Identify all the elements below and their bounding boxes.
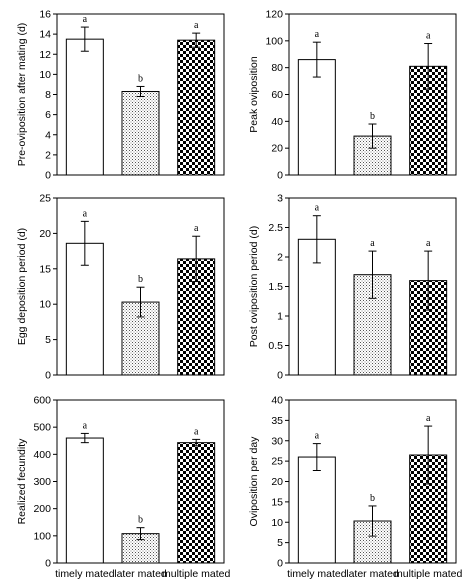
chart-panel-5: 0 100 200 300 400 500 600 Realized fecundity a ti…: [16, 395, 230, 581]
y-tick-label: 5: [45, 334, 51, 346]
y-axis-label: Egg deposition period (d): [16, 228, 28, 345]
significance-label: b: [138, 274, 143, 285]
y-tick-label: 5: [277, 537, 283, 549]
significance-label: a: [426, 31, 431, 42]
y-tick-label: 20: [271, 476, 283, 488]
significance-label: a: [315, 431, 320, 442]
bar-1: [65, 38, 104, 176]
chart-panel-6: 0 5 10 15 20 25 30 35 40 Oviposition per day a time…: [248, 395, 462, 581]
y-tick-label: 25: [271, 456, 283, 468]
y-tick-label: 4: [45, 129, 51, 141]
significance-label: b: [370, 111, 375, 122]
significance-label: a: [194, 223, 199, 234]
significance-label: a: [426, 413, 431, 424]
y-tick-label: 1.5: [268, 281, 283, 293]
significance-label: a: [194, 20, 199, 31]
y-tick-label: 100: [33, 530, 51, 542]
y-tick-label: 20: [271, 143, 283, 155]
y-tick-label: 300: [33, 476, 51, 488]
y-tick-label: 0: [277, 558, 283, 570]
significance-label: a: [83, 14, 88, 25]
y-axis-label: Peak oviposition: [248, 56, 260, 133]
y-axis-label: Post oviposition period (d): [248, 226, 260, 347]
y-tick-label: 20: [39, 228, 51, 240]
bar-1: [65, 437, 104, 564]
x-category-label: timely mated: [55, 568, 115, 580]
bar-2: [353, 520, 392, 564]
significance-label: b: [370, 493, 375, 504]
y-tick-label: 100: [265, 35, 283, 47]
y-tick-label: 10: [271, 517, 283, 529]
y-tick-label: 80: [271, 62, 283, 74]
y-tick-label: 120: [265, 9, 283, 21]
significance-label: a: [370, 238, 375, 249]
y-tick-label: 0: [45, 558, 51, 570]
y-tick-label: 2: [277, 252, 283, 264]
bar-1: [297, 456, 336, 564]
y-tick-label: 30: [271, 435, 283, 447]
bar-3: [177, 39, 216, 176]
y-tick-label: 16: [39, 9, 51, 21]
y-tick-label: 3: [277, 193, 283, 205]
significance-label: a: [315, 29, 320, 40]
x-category-label: multiple mated: [162, 568, 230, 580]
y-tick-label: 8: [45, 89, 51, 101]
x-category-label: later mated: [346, 568, 399, 580]
bar-1: [297, 59, 336, 176]
y-tick-label: 12: [39, 49, 51, 61]
y-tick-label: 200: [33, 503, 51, 515]
significance-label: a: [83, 420, 88, 431]
significance-label: a: [194, 426, 199, 437]
y-tick-label: 0: [277, 170, 283, 182]
y-tick-label: 0: [45, 370, 51, 382]
y-tick-label: 15: [39, 263, 51, 275]
y-tick-label: 2.5: [268, 222, 283, 234]
chart-panel-4: 0 0.5 1 1.5 2 2.5 3 Post oviposition period (d)…: [248, 193, 457, 382]
significance-label: b: [138, 515, 143, 526]
y-axis-label: Oviposition per day: [248, 436, 260, 527]
y-tick-label: 15: [271, 496, 283, 508]
y-tick-label: 400: [33, 449, 51, 461]
y-tick-label: 0: [45, 170, 51, 182]
significance-label: b: [138, 73, 143, 84]
y-tick-label: 500: [33, 422, 51, 434]
y-tick-label: 60: [271, 89, 283, 101]
y-tick-label: 0: [277, 370, 283, 382]
chart-panel-2: 0 20 40 60 80 100 120 Peak oviposition a b a: [248, 9, 457, 182]
y-tick-label: 40: [271, 116, 283, 128]
y-axis-label: Realized fecundity: [16, 438, 28, 525]
y-tick-label: 10: [39, 299, 51, 311]
y-tick-label: 14: [39, 29, 51, 41]
bar-3: [177, 442, 216, 564]
significance-label: a: [426, 238, 431, 249]
chart-panel-3: 0 5 10 15 20 25 Egg deposition period (d) a b a: [16, 193, 225, 382]
x-category-label: later mated: [114, 568, 167, 580]
y-tick-label: 0.5: [268, 340, 283, 352]
chart-panel-1: 0 2 4 6 8 10 12 14 16 Pre-oviposition after matin…: [16, 9, 225, 182]
y-axis-label: Pre-oviposition after mating (d): [16, 23, 28, 167]
y-tick-label: 6: [45, 109, 51, 121]
y-tick-label: 10: [39, 69, 51, 81]
y-tick-label: 2: [45, 149, 51, 161]
y-tick-label: 600: [33, 395, 51, 407]
y-tick-label: 35: [271, 415, 283, 427]
x-category-label: timely mated: [287, 568, 347, 580]
y-tick-label: 25: [39, 193, 51, 205]
significance-label: a: [83, 208, 88, 219]
x-category-label: multiple mated: [394, 568, 462, 580]
significance-label: a: [315, 203, 320, 214]
y-tick-label: 40: [271, 395, 283, 407]
y-tick-label: 1: [277, 311, 283, 323]
bar-2: [121, 90, 160, 176]
